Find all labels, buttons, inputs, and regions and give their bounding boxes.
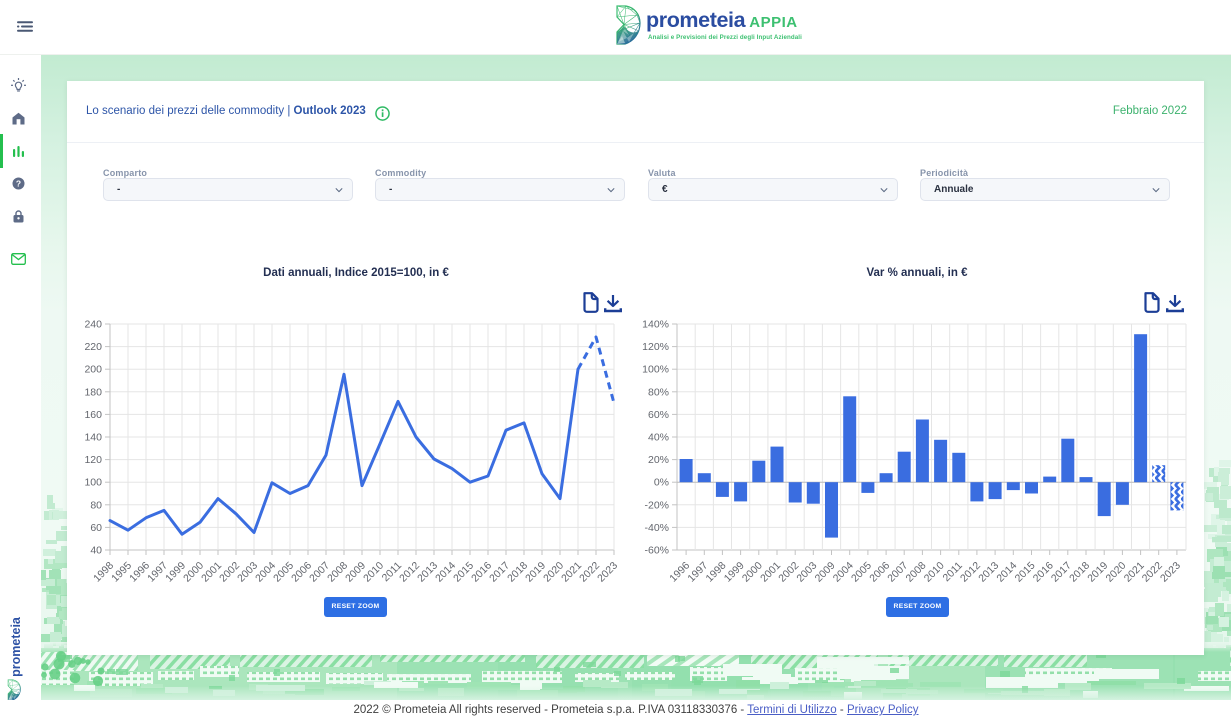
svg-text:80%: 80% [648,386,669,398]
svg-text:220: 220 [84,341,102,353]
svg-text:60%: 60% [648,409,669,421]
svg-text:?: ? [16,179,21,189]
svg-text:2023: 2023 [1158,560,1183,585]
svg-text:-20%: -20% [644,499,669,511]
svg-text:60: 60 [90,522,102,534]
svg-text:180: 180 [84,386,102,398]
svg-text:120%: 120% [642,341,669,353]
svg-text:-60%: -60% [644,545,669,557]
svg-text:200: 200 [84,364,102,376]
svg-text:240: 240 [84,319,102,331]
svg-text:2023: 2023 [595,560,620,585]
svg-text:140%: 140% [642,319,669,331]
svg-text:80: 80 [90,499,102,511]
svg-text:120: 120 [84,454,102,466]
svg-text:100%: 100% [642,364,669,376]
svg-text:-40%: -40% [644,522,669,534]
svg-text:100: 100 [84,477,102,489]
svg-text:140: 140 [84,432,102,444]
svg-text:20%: 20% [648,454,669,466]
svg-text:160: 160 [84,409,102,421]
svg-text:0%: 0% [654,477,669,489]
svg-text:40%: 40% [648,432,669,444]
svg-text:40: 40 [90,545,102,557]
